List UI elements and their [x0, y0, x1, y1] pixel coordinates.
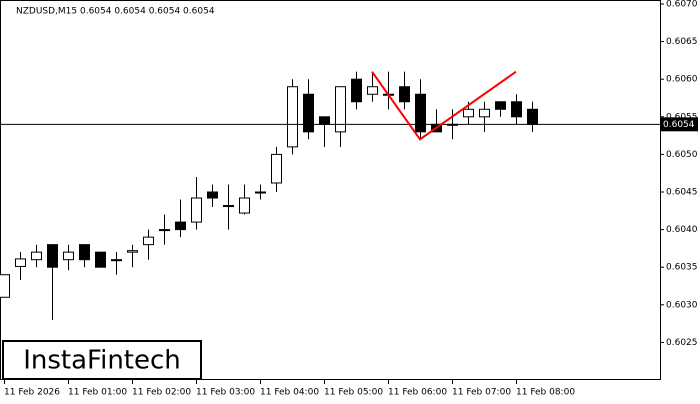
- candle-body: [143, 236, 154, 246]
- y-tick-label: 0.6070: [666, 0, 698, 10]
- candle-body: [287, 86, 298, 148]
- candle-body: [367, 86, 378, 95]
- candle-body: [399, 86, 410, 103]
- x-tick-label: 11 Feb 05:00: [324, 388, 383, 398]
- candle-body: [79, 244, 90, 261]
- y-tick-label: 0.6025: [666, 338, 698, 348]
- y-tick-label: 0.6065: [666, 37, 698, 47]
- candle-body: [223, 205, 234, 208]
- candle-body: [0, 274, 10, 298]
- candle-body: [319, 116, 330, 125]
- pattern-line: [371, 70, 517, 141]
- current-price-label: 0.6054: [663, 120, 695, 130]
- candle-body: [207, 191, 218, 199]
- logo: InstaFintech: [23, 346, 181, 376]
- candle-body: [511, 101, 522, 118]
- x-tick-label: 11 Feb 07:00: [452, 388, 511, 398]
- candle-body: [271, 153, 282, 184]
- candle-body: [463, 108, 474, 118]
- y-tick-label: 0.6030: [666, 300, 698, 310]
- x-tick-label: 11 Feb 04:00: [260, 388, 319, 398]
- y-tick-label: 0.6055: [666, 112, 698, 122]
- x-tick-label: 11 Feb 01:00: [68, 388, 127, 398]
- candle-body: [31, 251, 42, 261]
- x-tick-label: 11 Feb 03:00: [196, 388, 255, 398]
- y-tick-label: 0.6040: [666, 225, 698, 235]
- y-tick-label: 0.6035: [666, 263, 698, 273]
- y-tick-label: 0.6060: [666, 75, 698, 85]
- x-tick-label: 11 Feb 08:00: [516, 388, 575, 398]
- candle-body: [191, 197, 202, 223]
- candle-body: [239, 197, 250, 214]
- candle-body: [479, 108, 490, 118]
- y-tick-label: 0.6050: [666, 150, 698, 160]
- plot-frame: [0, 0, 661, 380]
- candle-body: [303, 93, 314, 133]
- candle-body: [175, 221, 186, 231]
- x-tick-label: 11 Feb 2026: [4, 388, 60, 398]
- candle-body: [47, 244, 58, 268]
- current-price-box: [660, 117, 698, 132]
- x-tick-label: 11 Feb 02:00: [132, 388, 191, 398]
- candle-body: [63, 251, 74, 261]
- x-tick-label: 11 Feb 06:00: [388, 388, 447, 398]
- candle-body: [255, 191, 266, 194]
- chart-title: NZDUSD,M15 0.6054 0.6054 0.6054 0.6054: [16, 7, 215, 17]
- candle-body: [335, 86, 346, 133]
- y-tick-label: 0.6045: [666, 188, 698, 198]
- candle-body: [15, 258, 26, 267]
- candle-body: [527, 108, 538, 125]
- candle-body: [95, 251, 106, 268]
- candle-body: [111, 259, 122, 262]
- candle-body: [351, 78, 362, 103]
- logo-box: [2, 340, 202, 380]
- candle-body: [159, 229, 170, 232]
- candle-body: [127, 250, 138, 253]
- candle-body: [495, 101, 506, 110]
- candle-body: [415, 93, 426, 133]
